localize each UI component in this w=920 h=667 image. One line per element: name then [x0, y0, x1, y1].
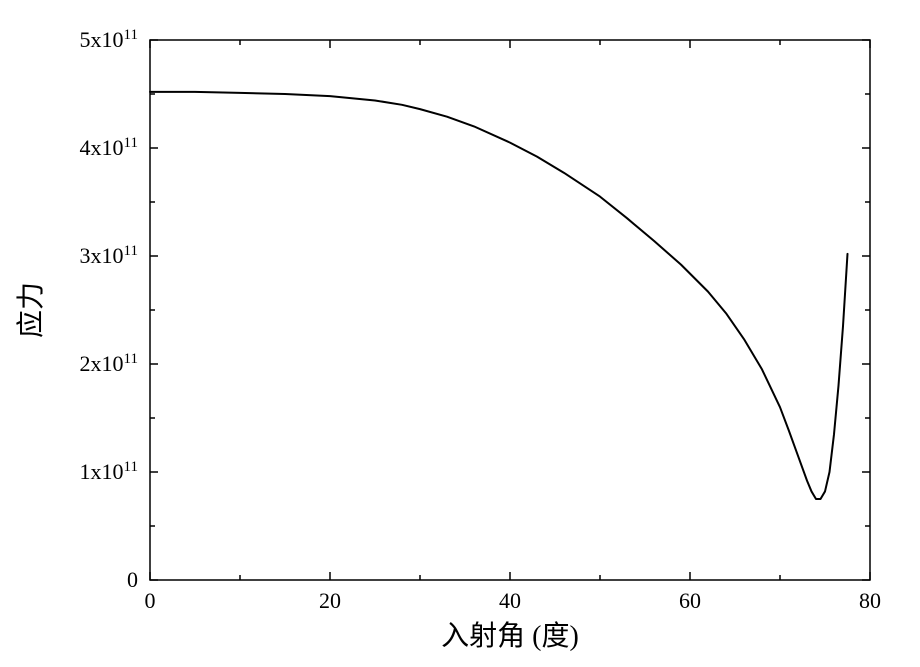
x-tick-label: 40 — [499, 588, 521, 613]
x-tick-label: 60 — [679, 588, 701, 613]
series-line — [150, 92, 848, 499]
line-chart: 0 20 40 60 80 0 1x1011 2x1011 3x1011 4x1011 5x1011… — [0, 0, 920, 667]
x-tick-label: 0 — [145, 588, 156, 613]
y-tick-label: 2x1011 — [80, 351, 138, 376]
y-tick-label: 4x1011 — [80, 135, 138, 160]
x-tick-label: 20 — [319, 588, 341, 613]
y-tick-label: 0 — [127, 567, 138, 592]
y-axis-label: 应力 — [15, 282, 47, 338]
y-tick-label: 5x1011 — [80, 27, 138, 52]
y-tick-label: 1x1011 — [80, 459, 138, 484]
y-tick-label: 3x1011 — [80, 243, 138, 268]
x-axis-label: 入射角 (度) — [441, 620, 579, 652]
chart-container: 0 20 40 60 80 0 1x1011 2x1011 3x1011 4x1011 5x1011… — [0, 0, 920, 667]
x-tick-label: 80 — [859, 588, 881, 613]
